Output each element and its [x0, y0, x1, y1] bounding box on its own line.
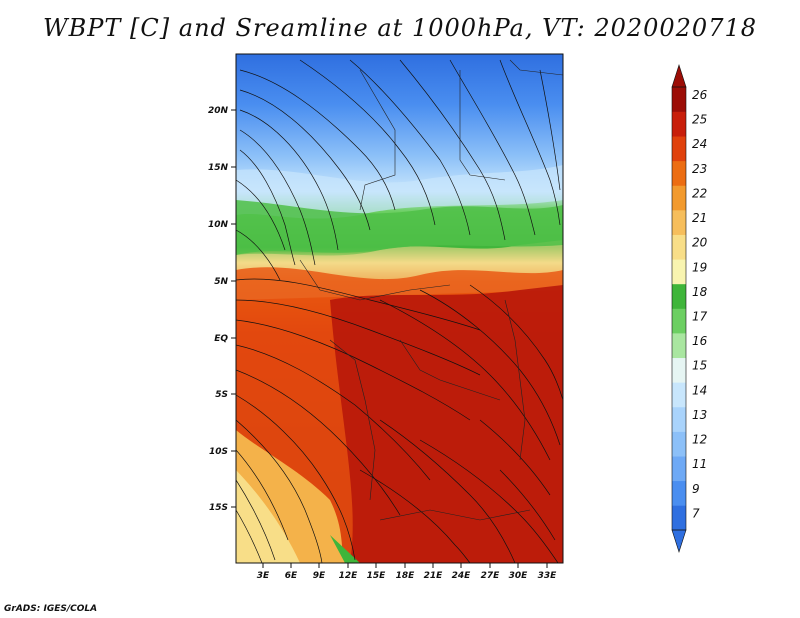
svg-text:12E: 12E — [339, 571, 359, 581]
colorbar-frame — [671, 86, 687, 531]
svg-text:30E: 30E — [509, 571, 529, 581]
colorbar-label: 15 — [692, 359, 707, 373]
lon-tick-33e: 33E — [538, 563, 558, 581]
colorbar-swatch — [672, 111, 686, 137]
colorbar-label: 7 — [692, 506, 700, 520]
svg-text:6E: 6E — [285, 571, 298, 581]
lon-tick-30e: 30E — [509, 563, 529, 581]
colorbar-swatch — [672, 333, 686, 359]
map-title: WBPT [C] and Sreamline at 1000hPa, VT: 2… — [42, 14, 758, 42]
colorbar-swatch — [672, 308, 686, 334]
colorbar-label: 24 — [692, 137, 707, 151]
colorbar-label: 9 — [692, 482, 700, 496]
colorbar-swatch — [672, 456, 686, 482]
credit-text: GrADS: IGES/COLA — [4, 604, 98, 614]
svg-text:27E: 27E — [481, 571, 501, 581]
colorbar-swatch — [672, 406, 686, 432]
colorbar-swatch — [672, 87, 686, 112]
colorbar-swatch — [672, 185, 686, 211]
svg-text:5S: 5S — [215, 390, 228, 400]
colorbar-swatch — [672, 210, 686, 235]
lat-tick-5s: 5S — [215, 390, 236, 400]
lon-tick-27e: 27E — [481, 563, 501, 581]
lon-tick-24e: 24E — [452, 563, 472, 581]
svg-text:9E: 9E — [313, 571, 326, 581]
svg-text:5N: 5N — [214, 277, 228, 287]
lat-tick-15s: 15S — [209, 503, 236, 513]
svg-text:33E: 33E — [538, 571, 558, 581]
colorbar-swatch — [672, 480, 686, 506]
svg-text:15S: 15S — [209, 503, 228, 513]
svg-text:3E: 3E — [257, 571, 270, 581]
svg-text:18E: 18E — [396, 571, 416, 581]
colorbar-label: 18 — [692, 285, 708, 299]
lat-tick-20n: 20N — [208, 106, 236, 116]
colorbar-label: 20 — [692, 236, 708, 250]
colorbar: 7 9 11 12 13 14 15 16 17 18 19 20 21 22 23 24 25 26 — [671, 64, 708, 553]
colorbar-swatch — [672, 505, 686, 531]
country-borders — [299, 59, 563, 521]
colorbar-swatch — [672, 431, 686, 457]
svg-text:15E: 15E — [367, 571, 387, 581]
colorbar-label: 25 — [692, 113, 707, 127]
colorbar-label: 16 — [692, 334, 708, 348]
colorbar-swatch — [672, 136, 686, 162]
lon-tick-12e: 12E — [339, 563, 359, 581]
svg-text:24E: 24E — [452, 571, 472, 581]
svg-text:20N: 20N — [208, 106, 229, 116]
lat-tick-eq: EQ — [214, 334, 236, 344]
colorbar-label: 23 — [692, 162, 707, 176]
colorbar-swatch — [672, 283, 686, 309]
lat-axis: 20N 15N 10N 5N EQ 5S 10S 15S — [208, 106, 236, 513]
map-field — [236, 54, 563, 563]
svg-text:21E: 21E — [424, 571, 444, 581]
colorbar-swatch — [672, 160, 686, 186]
lon-tick-18e: 18E — [396, 563, 416, 581]
lat-tick-10n: 10N — [208, 220, 236, 230]
colorbar-swatch — [672, 259, 686, 285]
lat-tick-10s: 10S — [209, 447, 236, 457]
svg-text:EQ: EQ — [214, 334, 228, 344]
lon-tick-3e: 3E — [257, 563, 270, 581]
lon-tick-21e: 21E — [424, 563, 444, 581]
lon-tick-9e: 9E — [313, 563, 326, 581]
colorbar-label: 11 — [692, 457, 707, 471]
colorbar-label: 17 — [692, 310, 708, 324]
streamlines — [236, 59, 563, 563]
colorbar-label: 21 — [692, 211, 707, 225]
colorbar-label: 12 — [692, 433, 707, 447]
lon-axis: 3E 6E 9E 12E 15E 18E 21E 24E 27E 30E 33E — [257, 563, 557, 581]
svg-text:10N: 10N — [208, 220, 229, 230]
colorbar-arrow-down — [671, 529, 687, 553]
lat-tick-5n: 5N — [214, 277, 236, 287]
lon-tick-15e: 15E — [367, 563, 387, 581]
map-frame — [235, 53, 564, 564]
svg-text:15N: 15N — [208, 163, 229, 173]
colorbar-label: 19 — [692, 260, 707, 274]
colorbar-label: 22 — [692, 186, 707, 200]
colorbar-label: 14 — [692, 383, 707, 397]
svg-text:10S: 10S — [209, 447, 228, 457]
lat-tick-15n: 15N — [208, 163, 236, 173]
colorbar-label: 13 — [692, 408, 707, 422]
colorbar-label: 26 — [692, 88, 708, 102]
colorbar-swatch — [672, 382, 686, 408]
colorbar-swatch — [672, 234, 686, 260]
lon-tick-6e: 6E — [285, 563, 298, 581]
colorbar-swatch — [672, 357, 686, 383]
colorbar-arrow-up — [671, 64, 687, 88]
